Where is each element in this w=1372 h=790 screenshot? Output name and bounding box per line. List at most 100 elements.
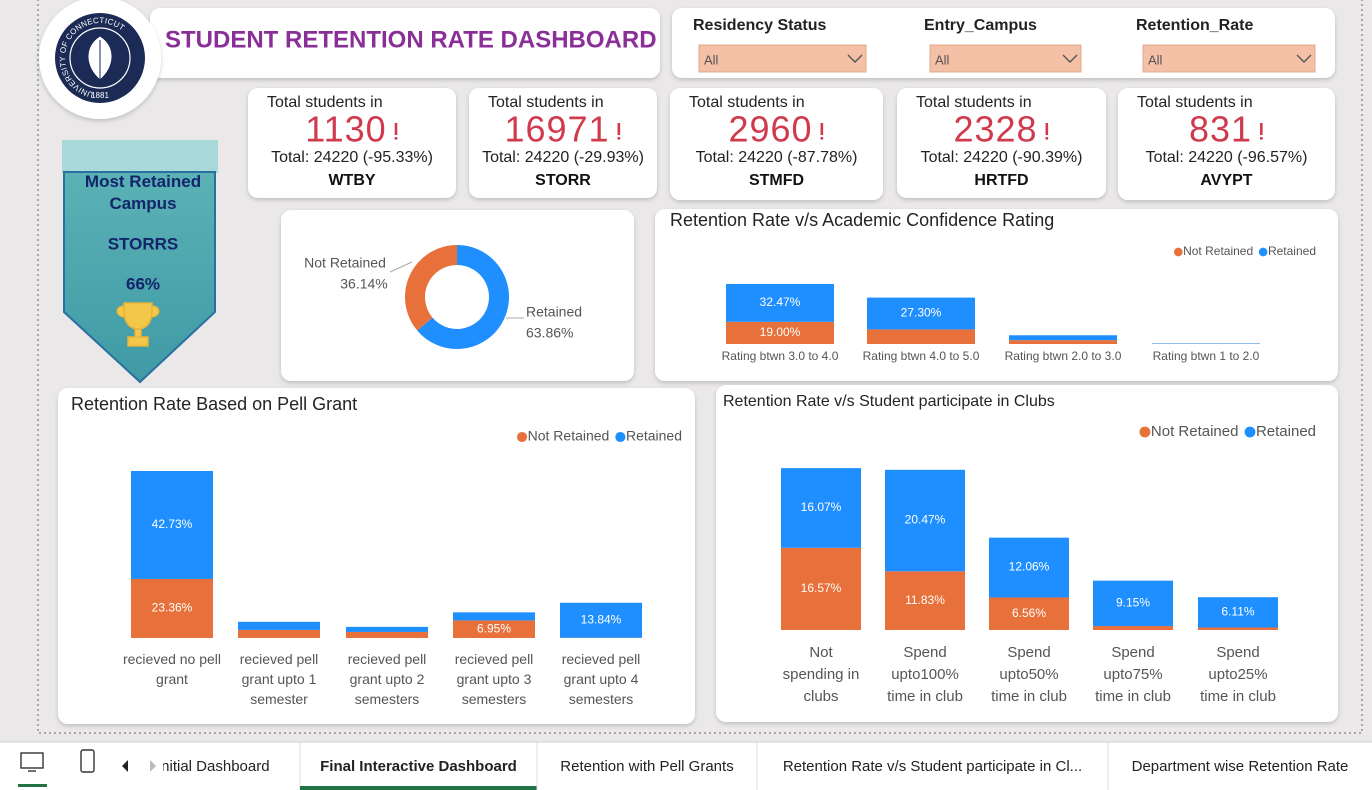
- kpi-label: Total students in: [689, 94, 805, 111]
- data-label: 6.95%: [477, 621, 511, 635]
- bar-segment: [1198, 627, 1278, 630]
- alert-icon-dot: [394, 137, 398, 140]
- data-label: 27.30%: [901, 306, 942, 320]
- tab-next[interactable]: [150, 760, 156, 772]
- card: [1118, 88, 1335, 200]
- filter-label: Residency Status: [693, 17, 826, 34]
- x-tick-label: recieved pell grant upto 1 semester: [240, 651, 319, 707]
- logo-ring: [69, 27, 131, 89]
- filter-value[interactable]: All: [935, 52, 950, 67]
- alert-icon-dot: [617, 137, 621, 140]
- kpi-label: Total students in: [1137, 94, 1253, 111]
- kpi-label: Total students in: [916, 94, 1032, 111]
- alert-icon: [617, 123, 621, 135]
- kpi-value: 2328: [953, 109, 1037, 150]
- chart-title: Retention Rate Based on Pell Grant: [71, 394, 357, 414]
- card: [150, 8, 660, 78]
- card: [469, 88, 657, 198]
- dropdown-chevron: [1062, 54, 1078, 63]
- x-tick-label: Not spending in clubs: [783, 644, 860, 705]
- chart-title: Retention Rate v/s Student participate i…: [723, 393, 1055, 410]
- data-label: 12.06%: [1009, 560, 1050, 574]
- bar-segment: [1009, 335, 1117, 341]
- data-label: 9.15%: [1116, 596, 1150, 610]
- x-tick-label: Spend upto100% time in club: [887, 644, 963, 705]
- phone-icon[interactable]: [80, 749, 95, 773]
- data-label: 32.47%: [760, 295, 801, 309]
- alert-icon: [394, 123, 398, 135]
- kpi-campus: AVYPT: [1200, 172, 1252, 189]
- data-label: 23.36%: [152, 601, 193, 615]
- legend-marker: [1173, 247, 1183, 257]
- bar-segment: [346, 631, 428, 638]
- kpi-label: Total students in: [488, 94, 604, 111]
- legend-marker: [1244, 426, 1256, 438]
- desktop-active: [18, 784, 47, 787]
- x-tick-label: recieved pell grant upto 4 semesters: [562, 651, 641, 707]
- data-label: 6.56%: [1012, 606, 1046, 620]
- logo-leaf: [87, 35, 113, 81]
- donut-slice: [417, 245, 509, 350]
- page-tab[interactable]: Department wise Retention Rate: [1132, 758, 1349, 775]
- tab-prev[interactable]: [122, 760, 128, 772]
- slice-label: Not Retained: [304, 255, 386, 271]
- x-tick-label: Rating btwn 2.0 to 3.0: [1005, 349, 1122, 363]
- x-tick-label: Spend upto50% time in club: [991, 644, 1067, 705]
- card: [58, 388, 695, 724]
- slice-value: 36.14%: [340, 276, 387, 292]
- filter-label: Entry_Campus: [924, 17, 1037, 34]
- bar-segment: [453, 620, 535, 638]
- kpi-value: 2960: [728, 109, 812, 150]
- slice-value: 63.86%: [526, 325, 573, 341]
- filter-dropdown[interactable]: [698, 44, 867, 73]
- bar-segment: [131, 470, 213, 579]
- bar-segment: [1093, 626, 1173, 630]
- filter-value[interactable]: All: [1148, 52, 1163, 67]
- bar-segment: [726, 283, 834, 322]
- bar-segment: [885, 571, 965, 630]
- alert-icon-dot: [1045, 137, 1049, 140]
- tab-bar: [0, 742, 1372, 790]
- legend-label: Retained: [626, 428, 682, 444]
- filter-dropdown[interactable]: [1142, 44, 1316, 73]
- kpi-campus: WTBY: [328, 172, 375, 189]
- legend-label: Not Retained: [528, 428, 610, 444]
- bar-segment: [1093, 580, 1173, 627]
- page-tab[interactable]: Retention with Pell Grants: [560, 758, 733, 775]
- slice-label: Retained: [526, 304, 582, 320]
- kpi-campus: STMFD: [749, 172, 804, 189]
- x-tick-label: Rating btwn 1 to 2.0: [1153, 349, 1260, 363]
- legend-label: Retained: [1256, 423, 1316, 440]
- dropdown-chevron: [847, 54, 863, 63]
- filter-value[interactable]: All: [704, 52, 719, 67]
- legend-label: Not Retained: [1151, 423, 1239, 440]
- leader-line: [389, 261, 413, 273]
- page-tab[interactable]: Initial Dashboard: [157, 758, 270, 775]
- kpi-value: 1130: [305, 109, 386, 150]
- desktop-icon[interactable]: [20, 752, 44, 769]
- alert-icon: [1045, 123, 1049, 135]
- bar-segment: [1198, 597, 1278, 628]
- bar-segment: [867, 297, 975, 330]
- chart-title: Retention Rate v/s Academic Confidence R…: [670, 210, 1054, 230]
- badge-top: [62, 140, 218, 173]
- page-tab[interactable]: Retention Rate v/s Student participate i…: [783, 758, 1082, 775]
- legend-marker: [1258, 247, 1268, 257]
- data-label: 19.00%: [760, 325, 801, 339]
- kpi-value: 16971: [504, 109, 609, 150]
- data-label: 16.57%: [801, 581, 842, 595]
- kpi-total: Total: 24220 (-96.57%): [1146, 149, 1308, 166]
- data-label: 11.83%: [905, 593, 945, 607]
- badge-title: Most Retained Campus: [85, 172, 201, 213]
- badge-body: [63, 171, 216, 384]
- data-label: 20.47%: [905, 513, 946, 527]
- x-tick-label: Spend upto25% time in club: [1200, 644, 1276, 705]
- filter-dropdown[interactable]: [929, 44, 1082, 73]
- kpi-campus: STORR: [535, 172, 591, 189]
- kpi-value: 831: [1189, 109, 1252, 150]
- x-tick-label: recieved pell grant upto 2 semesters: [348, 651, 427, 707]
- bar-segment: [781, 468, 861, 548]
- page-tab[interactable]: Final Interactive Dashboard: [320, 758, 517, 775]
